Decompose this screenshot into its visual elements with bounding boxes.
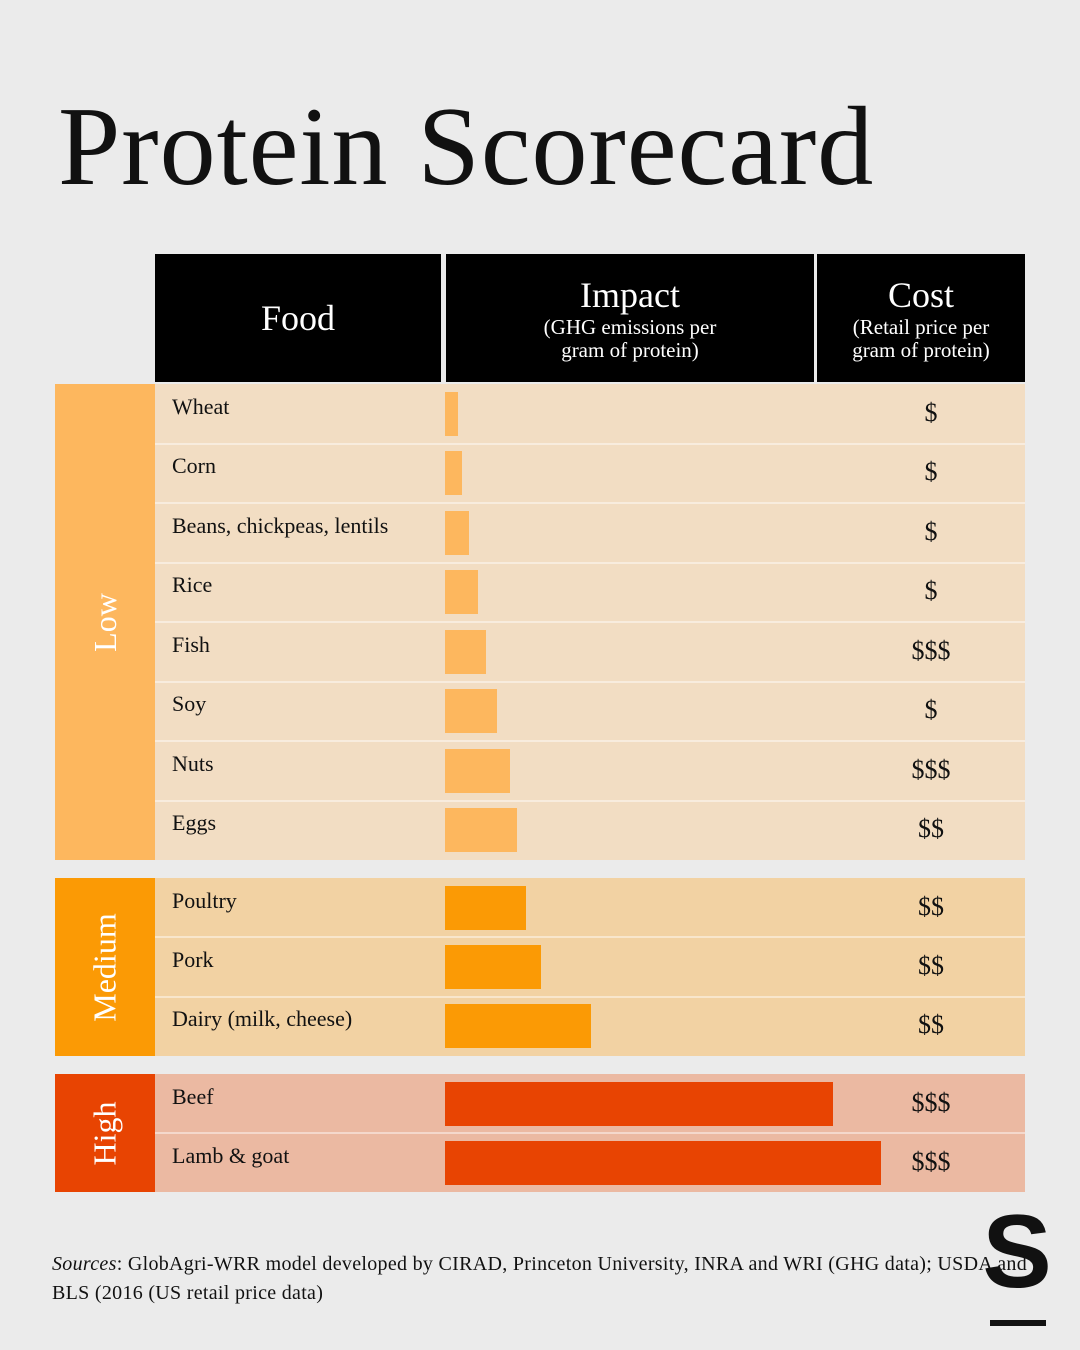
food-label: Pork	[172, 947, 214, 972]
impact-bar	[445, 748, 511, 793]
cost-value: $$	[918, 814, 944, 844]
header-cost: Cost (Retail price per gram of protein)	[817, 254, 1025, 382]
cost-value: $$	[918, 891, 944, 921]
cost-value: $	[924, 397, 938, 427]
group-label: Low	[86, 592, 123, 652]
row-divider	[155, 799, 1025, 802]
row-divider	[155, 1132, 1025, 1134]
impact-bar	[445, 1140, 881, 1185]
cost-value: $$	[918, 1010, 944, 1040]
food-label: Nuts	[172, 750, 214, 776]
food-label: Soy	[172, 691, 207, 717]
food-label: Eggs	[172, 810, 216, 836]
header-impact: Impact (GHG emissions per gram of protei…	[446, 254, 814, 382]
food-label: Wheat	[172, 393, 230, 419]
row-divider	[155, 621, 1025, 623]
header-food: Food	[155, 254, 441, 382]
cost-value: $	[924, 576, 938, 606]
header-cost-label: Cost	[887, 275, 955, 315]
sources-label: Sources	[52, 1253, 117, 1275]
cost-value: $$$	[911, 635, 951, 665]
food-label: Beef	[172, 1083, 214, 1109]
food-label: Fish	[172, 631, 210, 657]
row-divider	[155, 561, 1025, 564]
impact-bar	[445, 1004, 592, 1049]
impact-bar	[445, 570, 478, 615]
food-label: Poultry	[172, 887, 237, 913]
page-title: Protein Scorecard	[58, 85, 875, 209]
row-divider	[155, 502, 1025, 504]
food-label: Beans, chickpeas, lentils	[172, 512, 389, 538]
header-impact-sub: (GHG emissions per gram of protein)	[543, 315, 717, 362]
row-divider	[155, 680, 1025, 683]
impact-bar	[445, 689, 498, 734]
cost-value: $$$	[911, 1087, 951, 1117]
group-label: Medium	[86, 912, 123, 1022]
header-impact-label: Impact	[580, 275, 680, 315]
impact-bar	[445, 391, 459, 436]
impact-bar	[445, 885, 526, 930]
impact-bar	[445, 629, 487, 674]
impact-bar	[445, 451, 463, 496]
brand-logo: S	[982, 1194, 1052, 1310]
group-band-medium: Medium	[55, 878, 155, 1056]
row-divider	[155, 936, 1025, 939]
cost-value: $$	[918, 951, 944, 980]
impact-bar	[445, 510, 469, 555]
group-band-low: Low	[55, 384, 155, 860]
group-panel-low	[155, 384, 1025, 860]
group-label: High	[86, 1101, 123, 1165]
header-cost-sub: (Retail price per gram of protein)	[852, 315, 990, 362]
sources-note: Sources: GlobAgri-WRR model developed by…	[52, 1250, 1052, 1308]
brand-logo-underline	[990, 1320, 1046, 1326]
sources-text: : GlobAgri-WRR model developed by CIRAD,…	[52, 1253, 1028, 1304]
row-divider	[155, 442, 1025, 445]
food-label: Lamb & goat	[172, 1142, 290, 1168]
food-label: Dairy (milk, cheese)	[172, 1006, 353, 1032]
header-food-label: Food	[260, 298, 336, 338]
group-band-high: High	[55, 1074, 155, 1192]
food-label: Corn	[172, 453, 216, 479]
cost-value: $	[924, 695, 938, 725]
row-divider	[155, 995, 1025, 998]
food-label: Rice	[172, 572, 213, 598]
cost-value: $	[924, 516, 938, 546]
row-divider	[155, 740, 1025, 742]
impact-bar	[445, 808, 517, 853]
impact-bar	[445, 1081, 834, 1126]
impact-bar	[445, 945, 541, 989]
cost-value: $	[924, 457, 938, 487]
cost-value: $$$	[911, 1146, 951, 1176]
cost-value: $$$	[911, 754, 951, 784]
